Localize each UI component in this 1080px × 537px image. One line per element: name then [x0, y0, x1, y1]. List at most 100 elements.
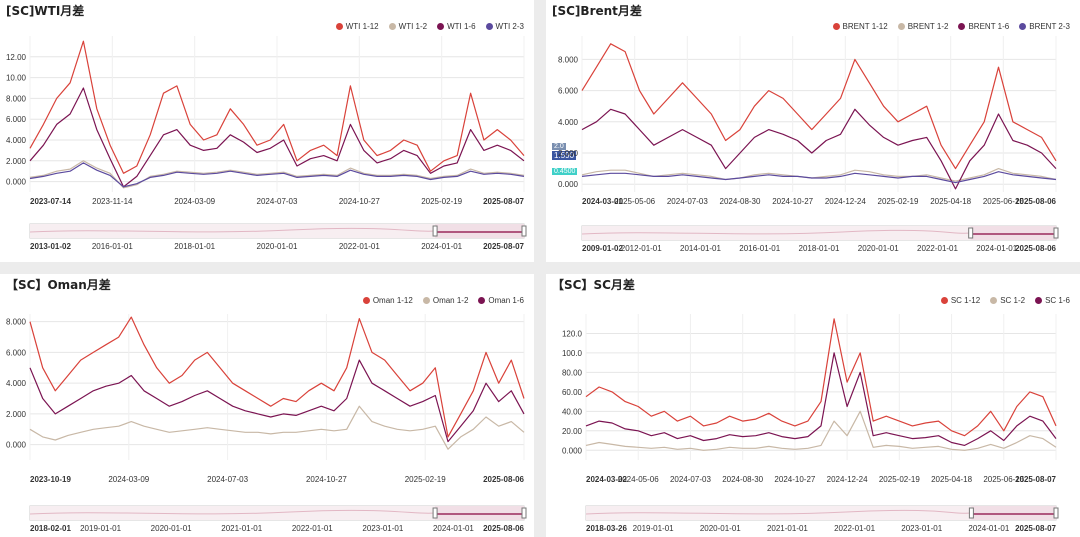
y-tick-label: 4.000 — [6, 379, 27, 388]
legend-label: WTI 2-3 — [495, 22, 524, 31]
y-tick-label: 0.000 — [562, 446, 583, 455]
x-tick-label: 2024-12-24 — [825, 197, 866, 206]
series-line — [29, 162, 525, 188]
range-tick-label: 2024-01-01 — [433, 524, 474, 533]
legend-item[interactable]: WTI 1-6 — [437, 22, 476, 31]
legend-label: WTI 1-2 — [398, 22, 428, 31]
legend-item[interactable]: Oman 1-6 — [478, 296, 524, 305]
series-line — [581, 43, 1057, 170]
legend-item[interactable]: WTI 1-2 — [388, 22, 428, 31]
x-tick-label: 2025-06-15 — [983, 197, 1024, 206]
legend-item[interactable]: WTI 2-3 — [485, 22, 524, 31]
x-tick-label: 2025-06-15 — [983, 475, 1024, 484]
range-slider-window — [971, 506, 1056, 520]
y-tick-label: 6.000 — [558, 87, 579, 96]
chart-svg: 0.0002.0004.0006.0008.0002024-03-012025-… — [558, 36, 1059, 253]
range-tick-label: 2014-01-01 — [680, 244, 721, 253]
range-tick-label: 2009-01-02 — [582, 244, 623, 253]
x-tick-label: 2024-07-03 — [670, 475, 711, 484]
range-tick-label: 2022-01-01 — [292, 524, 333, 533]
range-tick-label: 2018-02-01 — [30, 524, 71, 533]
range-tick-label: 2021-01-01 — [221, 524, 262, 533]
series-line — [585, 410, 1057, 451]
x-tick-label: 2024-10-27 — [339, 197, 380, 206]
x-tick-label: 2025-08-06 — [483, 475, 524, 484]
legend-item[interactable]: BRENT 1-2 — [897, 22, 949, 31]
range-tick-label: 2016-01-01 — [92, 242, 133, 251]
y-tick-label: 120.0 — [562, 329, 583, 338]
range-tick-label: 2012-01-01 — [621, 244, 662, 253]
range-slider-handle — [1053, 227, 1059, 239]
series-line — [581, 168, 1057, 182]
legend-item[interactable]: WTI 1-12 — [335, 22, 379, 31]
x-tick-label: 2024-07-03 — [207, 475, 248, 484]
x-tick-label: 2024-10-27 — [772, 197, 813, 206]
x-tick-label: 2024-08-30 — [720, 197, 761, 206]
range-slider-handle — [1053, 507, 1059, 519]
series-line — [29, 316, 525, 438]
range-slider-overview — [30, 506, 436, 520]
range-slider-preview — [29, 509, 436, 515]
legend-item[interactable]: BRENT 1-6 — [958, 22, 1009, 31]
series-line — [29, 405, 525, 450]
y-tick-label: 12.00 — [6, 53, 27, 62]
value-badge: 0.4500 — [552, 168, 578, 175]
chart-svg: 0.000 2.000 4.000 6.000 8.000 2023-10-19 2024-… — [6, 314, 527, 533]
x-tick-label: 2024-07-03 — [257, 197, 298, 206]
y-tick-label: 0.000 — [558, 180, 579, 189]
range-tick-label: 2021-01-01 — [767, 524, 808, 533]
y-tick-label: 2.000 — [6, 410, 27, 419]
legend-item[interactable]: SC 1-12 — [940, 296, 980, 305]
range-slider-window — [435, 224, 524, 238]
range-tick-label: 2024-01-01 — [421, 242, 462, 251]
range-tick-label: 2022-01-01 — [834, 524, 875, 533]
range-tick-label: 2024-01-01 — [968, 524, 1009, 533]
range-tick-label: 2019-01-01 — [633, 524, 674, 533]
legend-label: SC 1-2 — [1000, 296, 1026, 305]
x-tick-label: 2023-11-14 — [92, 197, 133, 206]
y-tick-label: 8.000 — [6, 94, 27, 103]
y-tick-label: 8.000 — [558, 55, 579, 64]
legend-item[interactable]: SC 1-6 — [1035, 296, 1070, 305]
chart-svg: 0.000 20.00 40.00 60.00 80.00 100.0 120.0 2024-… — [562, 314, 1059, 533]
y-tick-label: 4.000 — [6, 136, 27, 145]
legend-item[interactable]: BRENT 1-12 — [832, 22, 888, 31]
range-slider-overview — [30, 224, 436, 238]
range-slider-window — [970, 226, 1056, 240]
y-tick-label: 60.00 — [562, 388, 583, 397]
legend-item[interactable]: Oman 1-2 — [422, 296, 468, 305]
range-tick-label: 2013-01-02 — [30, 242, 71, 251]
legend-label: BRENT 1-6 — [968, 22, 1010, 31]
legend-label: BRENT 1-2 — [907, 22, 949, 31]
x-tick-label: 2025-02-19 — [405, 475, 446, 484]
range-tick-label: 2025-08-06 — [1015, 244, 1056, 253]
y-tick-label: 40.00 — [562, 407, 583, 416]
y-tick-label: 80.00 — [562, 368, 583, 377]
x-tick-label: 2023-10-19 — [30, 475, 71, 484]
legend-item[interactable]: SC 1-2 — [990, 296, 1025, 305]
x-tick-label: 2024-03-09 — [108, 475, 149, 484]
panel-title: 【SC】SC月差 — [552, 278, 635, 292]
legend: WTI 1-12 WTI 1-2 WTI 1-6 WTI 2-3 — [335, 22, 524, 31]
legend-label: WTI 1-6 — [447, 22, 476, 31]
y-tick-label: 6.000 — [6, 348, 27, 357]
legend-item[interactable]: BRENT 2-3 — [1019, 22, 1070, 31]
x-tick-label: 2023-07-14 — [30, 197, 71, 206]
panel-title: 【SC】Oman月差 — [6, 278, 111, 292]
series-line — [29, 40, 525, 174]
panel-title: [SC]WTI月差 — [6, 4, 85, 18]
chart-svg: 0.000 2.000 4.000 6.000 8.000 10.00 12.00 2023-… — [6, 36, 527, 251]
legend-label: Oman 1-12 — [372, 296, 413, 305]
x-tick-label: 2025-04-18 — [931, 475, 972, 484]
range-slider-preview — [581, 229, 971, 235]
legend-item[interactable]: Oman 1-12 — [362, 296, 413, 305]
panel-title: [SC]Brent月差 — [552, 4, 642, 18]
range-tick-label: 2025-08-06 — [483, 524, 524, 533]
range-tick-label: 2024-01-01 — [976, 244, 1017, 253]
chart-panel-brent: [SC]Brent月差 BRENT 1-12 BRENT 1-2 BRENT 1… — [546, 0, 1080, 262]
series-line — [585, 318, 1057, 437]
chart-panel-oman: 【SC】Oman月差 Oman 1-12 Oman 1-2 Oman 1-6 0… — [0, 274, 534, 537]
range-slider-handle — [521, 507, 527, 519]
series-line — [581, 171, 1057, 184]
